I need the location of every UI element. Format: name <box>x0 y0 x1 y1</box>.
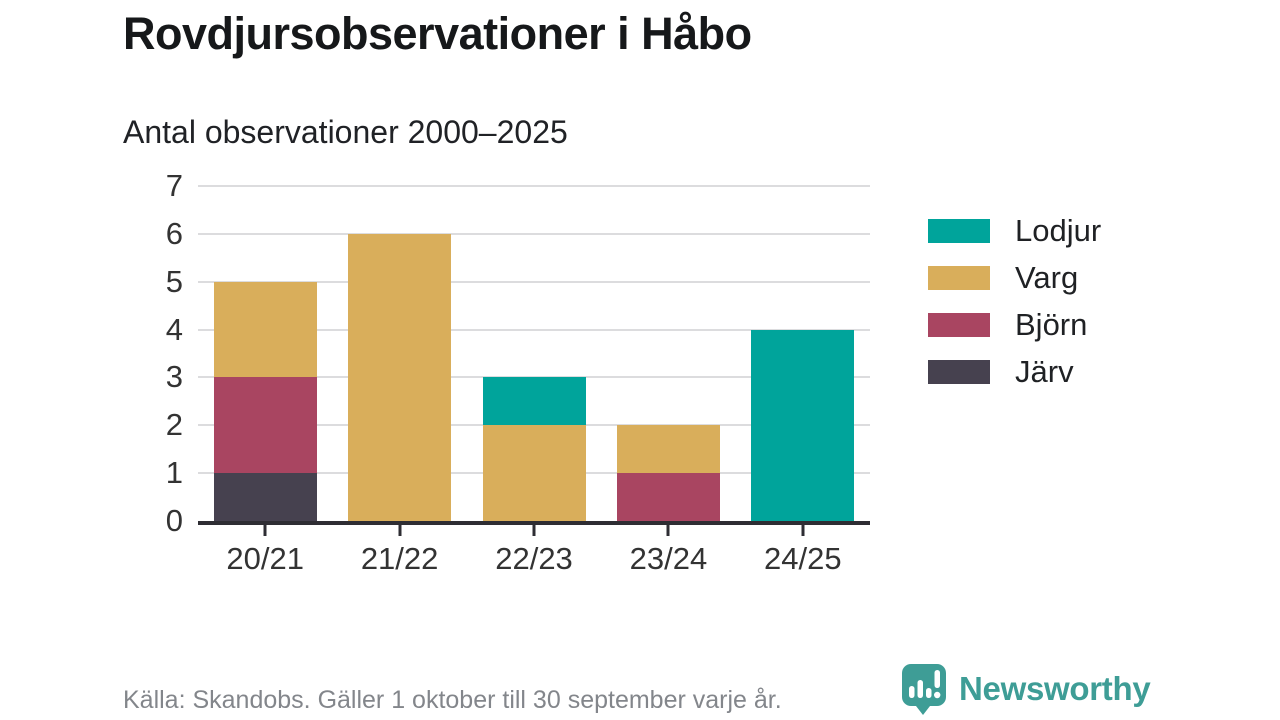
bar-stack-20/21 <box>213 186 317 521</box>
bars <box>198 186 870 521</box>
gridline-4 <box>198 328 870 331</box>
segment-lodjur-24/25 <box>751 329 855 521</box>
plot-area <box>198 185 870 525</box>
legend-item-järv: Järv <box>928 353 1101 389</box>
x-tick-20/21 <box>263 525 267 536</box>
y-tick-label-3: 3 <box>165 359 183 395</box>
bar-stack-23/24 <box>616 186 720 521</box>
gridline-6 <box>198 232 870 235</box>
gridline-7 <box>198 185 870 187</box>
gridline-5 <box>198 280 870 283</box>
bar-stack-21/22 <box>348 186 452 521</box>
segment-varg-22/23 <box>482 425 586 521</box>
legend-label-lodjur: Lodjur <box>1015 212 1102 248</box>
legend-swatch-lodjur <box>928 218 990 243</box>
legend-item-varg: Varg <box>928 259 1101 295</box>
source-note: Källa: Skandobs. Gäller 1 oktober till 3… <box>123 686 782 714</box>
chart-subtitle: Antal observationer 2000–2025 <box>123 114 568 150</box>
segment-järv-20/21 <box>213 473 317 521</box>
bar-21/22 <box>332 186 466 521</box>
legend-item-björn: Björn <box>928 306 1101 342</box>
bar-20/21 <box>198 186 332 521</box>
segment-varg-20/21 <box>213 281 317 378</box>
x-axis-line <box>198 521 870 525</box>
x-slot-22/23: 22/23 <box>467 521 601 591</box>
segment-lodjur-22/23 <box>482 377 586 426</box>
legend-label-järv: Järv <box>1015 353 1074 389</box>
legend-label-varg: Varg <box>1015 259 1079 295</box>
bar-22/23 <box>467 186 601 521</box>
x-tick-label-20/21: 20/21 <box>226 541 304 576</box>
x-tick-23/24 <box>666 525 670 536</box>
page-title: Rovdjursobservationer i Håbo <box>123 8 752 59</box>
y-tick-label-6: 6 <box>165 215 183 251</box>
legend-swatch-järv <box>928 359 990 384</box>
y-tick-label-0: 0 <box>165 503 183 538</box>
x-slot-20/21: 20/21 <box>198 521 332 591</box>
x-slot-24/25: 24/25 <box>736 521 870 591</box>
legend-swatch-björn <box>928 312 990 337</box>
y-tick-label-7: 7 <box>165 168 183 203</box>
x-slot-21/22: 21/22 <box>332 521 466 591</box>
segment-björn-23/24 <box>616 473 720 521</box>
bar-23/24 <box>601 186 735 521</box>
legend-label-björn: Björn <box>1015 306 1088 342</box>
legend-item-lodjur: Lodjur <box>928 212 1102 248</box>
newsworthy-wordmark: Newsworthy <box>959 670 1151 707</box>
x-tick-24/25 <box>801 525 805 536</box>
y-axis-labels: 0 1 2 3 4 5 6 7 <box>100 168 183 538</box>
legend-swatch-varg <box>928 265 990 290</box>
y-tick-label-5: 5 <box>165 263 183 299</box>
segment-björn-20/21 <box>213 377 317 474</box>
gridline-3 <box>198 376 870 379</box>
x-tick-label-21/22: 21/22 <box>360 541 439 576</box>
newsworthy-icon <box>898 662 948 716</box>
y-tick-label-2: 2 <box>165 407 183 443</box>
bar-24/25 <box>736 186 870 521</box>
x-tick-21/22 <box>398 525 402 536</box>
x-tick-label-24/25: 24/25 <box>764 541 842 576</box>
segment-varg-21/22 <box>348 233 452 521</box>
x-tick-label-22/23: 22/23 <box>495 541 573 576</box>
newsworthy-logo: Newsworthy <box>898 662 1151 716</box>
bar-stack-22/23 <box>482 186 586 521</box>
bar-stack-24/25 <box>751 186 855 521</box>
segment-varg-23/24 <box>616 425 720 474</box>
x-tick-22/23 <box>532 525 536 536</box>
y-tick-label-4: 4 <box>165 311 183 347</box>
legend: Lodjur Varg Björn Järv <box>928 212 1102 389</box>
x-slot-23/24: 23/24 <box>601 521 735 591</box>
x-tick-label-23/24: 23/24 <box>629 541 708 576</box>
y-tick-label-1: 1 <box>165 455 183 491</box>
x-axis-labels: 20/21 21/22 22/23 23/24 24/25 <box>198 521 870 591</box>
